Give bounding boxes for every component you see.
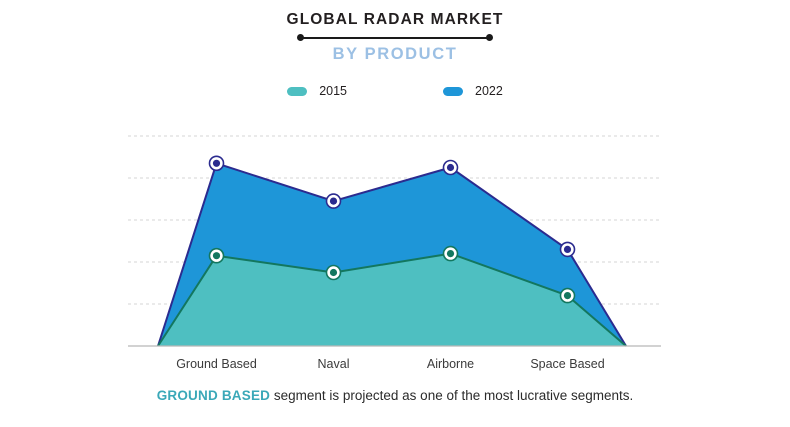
chart-header: GLOBAL RADAR MARKET BY PRODUCT [0,10,790,65]
title-divider [297,33,493,42]
footnote-highlight: GROUND BASED [156,388,271,403]
legend-label-2015: 2015 [319,84,347,98]
divider-dot-left [297,34,304,41]
legend-label-2022: 2022 [475,84,503,98]
series-line-2015 [157,252,627,347]
footnote-rest: segment is projected as one of the most … [270,388,634,403]
chart-plot-area [0,118,790,358]
divider-dot-right [486,34,493,41]
area-chart [128,135,661,347]
data-point-markers-group [208,155,576,304]
marker-core-2015-ground-based[interactable] [212,252,221,260]
marker-core-2015-space-based[interactable] [563,292,572,300]
marker-core-2022-naval[interactable] [329,197,338,205]
marker-core-2022-ground-based[interactable] [212,159,221,167]
divider-bar [303,37,487,39]
page-subtitle: BY PRODUCT [332,45,458,63]
marker-core-2015-naval[interactable] [329,268,338,277]
x-axis-label-airborne: Airborne [426,357,475,371]
marker-core-2022-airborne[interactable] [446,163,455,172]
series-area-2015 [158,253,626,346]
chart-footnote: GROUND BASED segment is projected as one… [0,388,790,403]
marker-core-2022-space-based[interactable] [563,245,572,253]
chart-legend: 2015 2022 [0,84,790,98]
x-axis-labels: Ground Based Naval Airborne Space Based [0,357,790,377]
x-axis-label-naval: Naval [317,357,350,371]
x-axis-label-space-based: Space Based [530,357,605,371]
page-title: GLOBAL RADAR MARKET [286,11,504,28]
series-line-2022 [157,162,627,347]
legend-swatch-2015 [287,86,308,96]
x-axis-label-ground-based: Ground Based [176,357,257,371]
legend-swatch-2022 [443,86,463,96]
series-areas-group [157,162,627,347]
marker-core-2015-airborne[interactable] [446,250,455,258]
legend-item-2015[interactable]: 2015 [287,84,347,98]
legend-item-2022[interactable]: 2022 [443,84,503,98]
